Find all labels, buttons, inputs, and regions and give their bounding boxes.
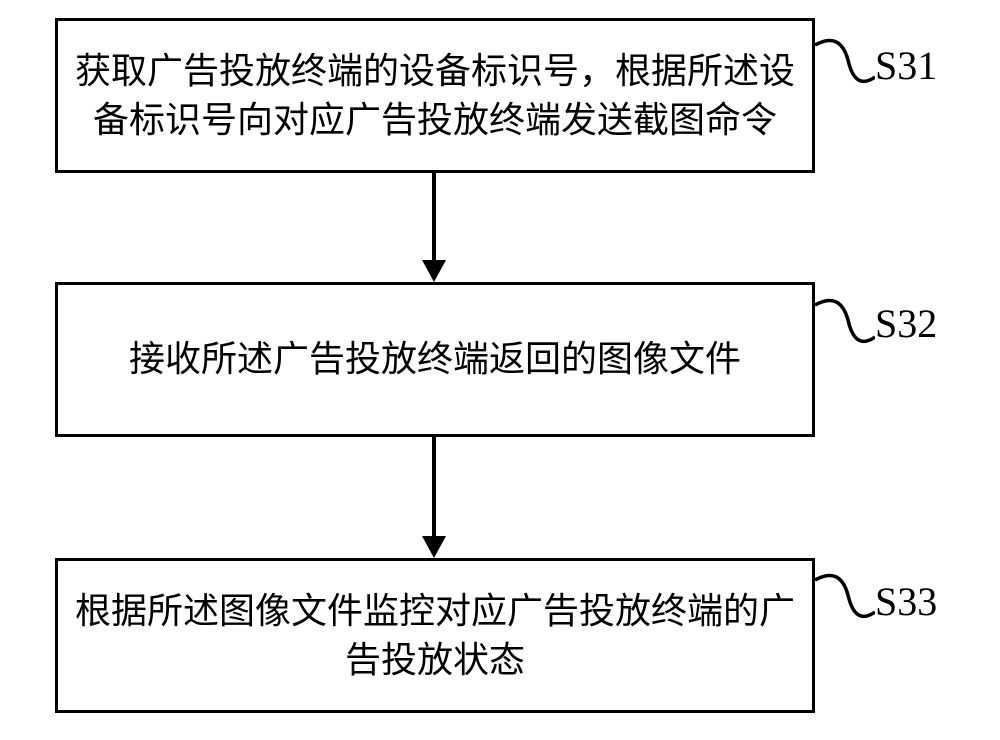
arrow-s32-s33 [432, 437, 436, 538]
step-label-s31: S31 [875, 42, 937, 89]
arrow-s31-s32 [432, 173, 436, 262]
step-label-s32: S32 [875, 300, 937, 347]
arrow-head-s32-s33 [422, 536, 446, 558]
flow-step-s33: 根据所述图像文件监控对应广告投放终端的广告投放状态 [55, 558, 815, 713]
curve-connector-s33 [815, 570, 875, 625]
flowchart-canvas: 获取广告投放终端的设备标识号，根据所述设备标识号向对应广告投放终端发送截图命令 … [0, 0, 1000, 740]
step-label-text: S32 [875, 301, 937, 346]
flow-step-text: 接收所述广告投放终端返回的图像文件 [129, 335, 741, 384]
step-label-text: S31 [875, 43, 937, 88]
curve-connector-s31 [815, 35, 875, 90]
step-label-text: S33 [875, 579, 937, 624]
step-label-s33: S33 [875, 578, 937, 625]
flow-step-text: 根据所述图像文件监控对应广告投放终端的广告投放状态 [70, 587, 800, 684]
arrow-head-s31-s32 [422, 260, 446, 282]
flow-step-s32: 接收所述广告投放终端返回的图像文件 [55, 282, 815, 437]
curve-connector-s32 [815, 295, 875, 350]
flow-step-s31: 获取广告投放终端的设备标识号，根据所述设备标识号向对应广告投放终端发送截图命令 [55, 18, 815, 173]
flow-step-text: 获取广告投放终端的设备标识号，根据所述设备标识号向对应广告投放终端发送截图命令 [70, 47, 800, 144]
